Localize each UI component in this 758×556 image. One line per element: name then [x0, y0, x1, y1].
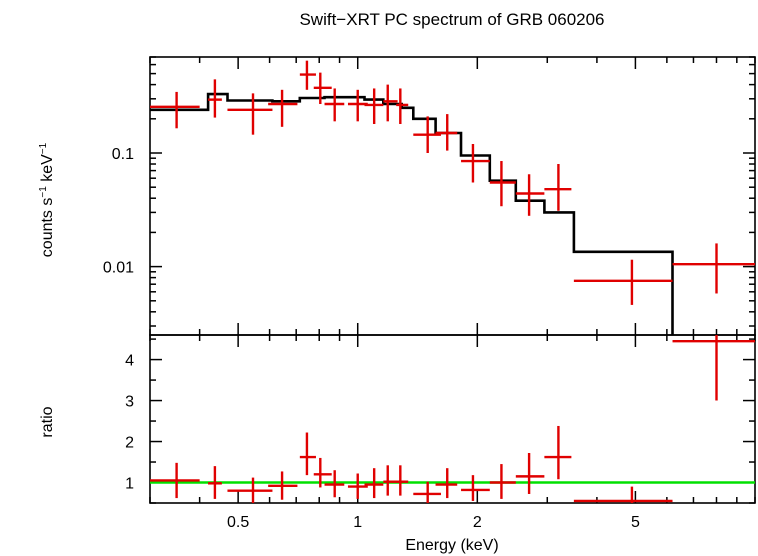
spectrum-point	[299, 60, 316, 90]
ratio-point	[573, 486, 673, 503]
ratio-point	[461, 475, 490, 501]
ratio-point	[489, 464, 516, 499]
spectrum-point	[489, 161, 516, 207]
ratio-tick-label: 4	[125, 353, 134, 370]
ratio-point	[268, 471, 298, 500]
spectrum-point	[208, 79, 222, 118]
x-tick-label: 0.5	[227, 514, 249, 531]
ratio-tick-label: 3	[125, 394, 134, 411]
ratio-point	[227, 477, 273, 503]
ratio-point	[347, 473, 368, 499]
spectrum-point	[268, 89, 298, 127]
top-y-tick-label: 0.1	[112, 146, 134, 163]
spectrum-point	[313, 72, 332, 105]
spectrum-point	[413, 116, 441, 154]
spectrum-point	[227, 93, 273, 135]
spectrum-point	[515, 174, 545, 216]
bottom-y-axis-label: ratio	[39, 406, 56, 437]
spectrum-point	[347, 89, 368, 122]
model-step-line	[150, 92, 674, 335]
bottom-panel-ticks	[149, 335, 756, 504]
spectrum-point	[383, 84, 398, 122]
bottom-panel-frame	[149, 334, 756, 504]
top-y-axis-label: counts s−1 keV−1	[38, 142, 56, 257]
spectrum-point	[573, 259, 673, 305]
top-panel-data	[150, 60, 755, 305]
ratio-point	[208, 466, 222, 499]
top-panel-ticks	[149, 56, 756, 335]
ratio-point	[435, 468, 458, 499]
ratio-point	[413, 481, 441, 503]
ratio-point	[313, 457, 332, 488]
x-tick-label: 1	[353, 514, 362, 531]
model-curve	[150, 92, 674, 335]
ratio-point	[299, 432, 316, 476]
spectrum-point	[544, 164, 572, 211]
spectrum-point	[672, 243, 755, 294]
top-y-tick-label: 0.01	[103, 260, 134, 277]
spectrum-point	[324, 88, 345, 122]
ratio-tick-label: 2	[125, 435, 134, 452]
spectrum-point	[461, 144, 490, 183]
ratio-point	[364, 468, 384, 499]
spectrum-point	[396, 88, 409, 125]
spectrum-point	[150, 91, 200, 129]
x-tick-label: 2	[473, 514, 482, 531]
spectrum-point	[435, 114, 458, 151]
ratio-point	[324, 470, 345, 498]
chart-title: Swift−XRT PC spectrum of GRB 060206	[299, 10, 604, 29]
x-axis-label: Energy (keV)	[405, 537, 498, 554]
spectrum-point	[364, 88, 384, 125]
top-panel-frame	[149, 56, 756, 336]
x-tick-label: 5	[631, 514, 640, 531]
ratio-tick-label: 1	[125, 476, 134, 493]
ratio-point	[150, 462, 200, 499]
tick-labels: 0.5 1 2 5 0.01 0.1 1 2 3 4	[103, 146, 640, 531]
ratio-point	[544, 425, 572, 480]
ratio-point	[515, 453, 545, 494]
ratio-point	[672, 335, 755, 401]
ratio-point	[383, 465, 398, 496]
bottom-panel-data	[150, 335, 755, 503]
ratio-point	[396, 465, 409, 496]
